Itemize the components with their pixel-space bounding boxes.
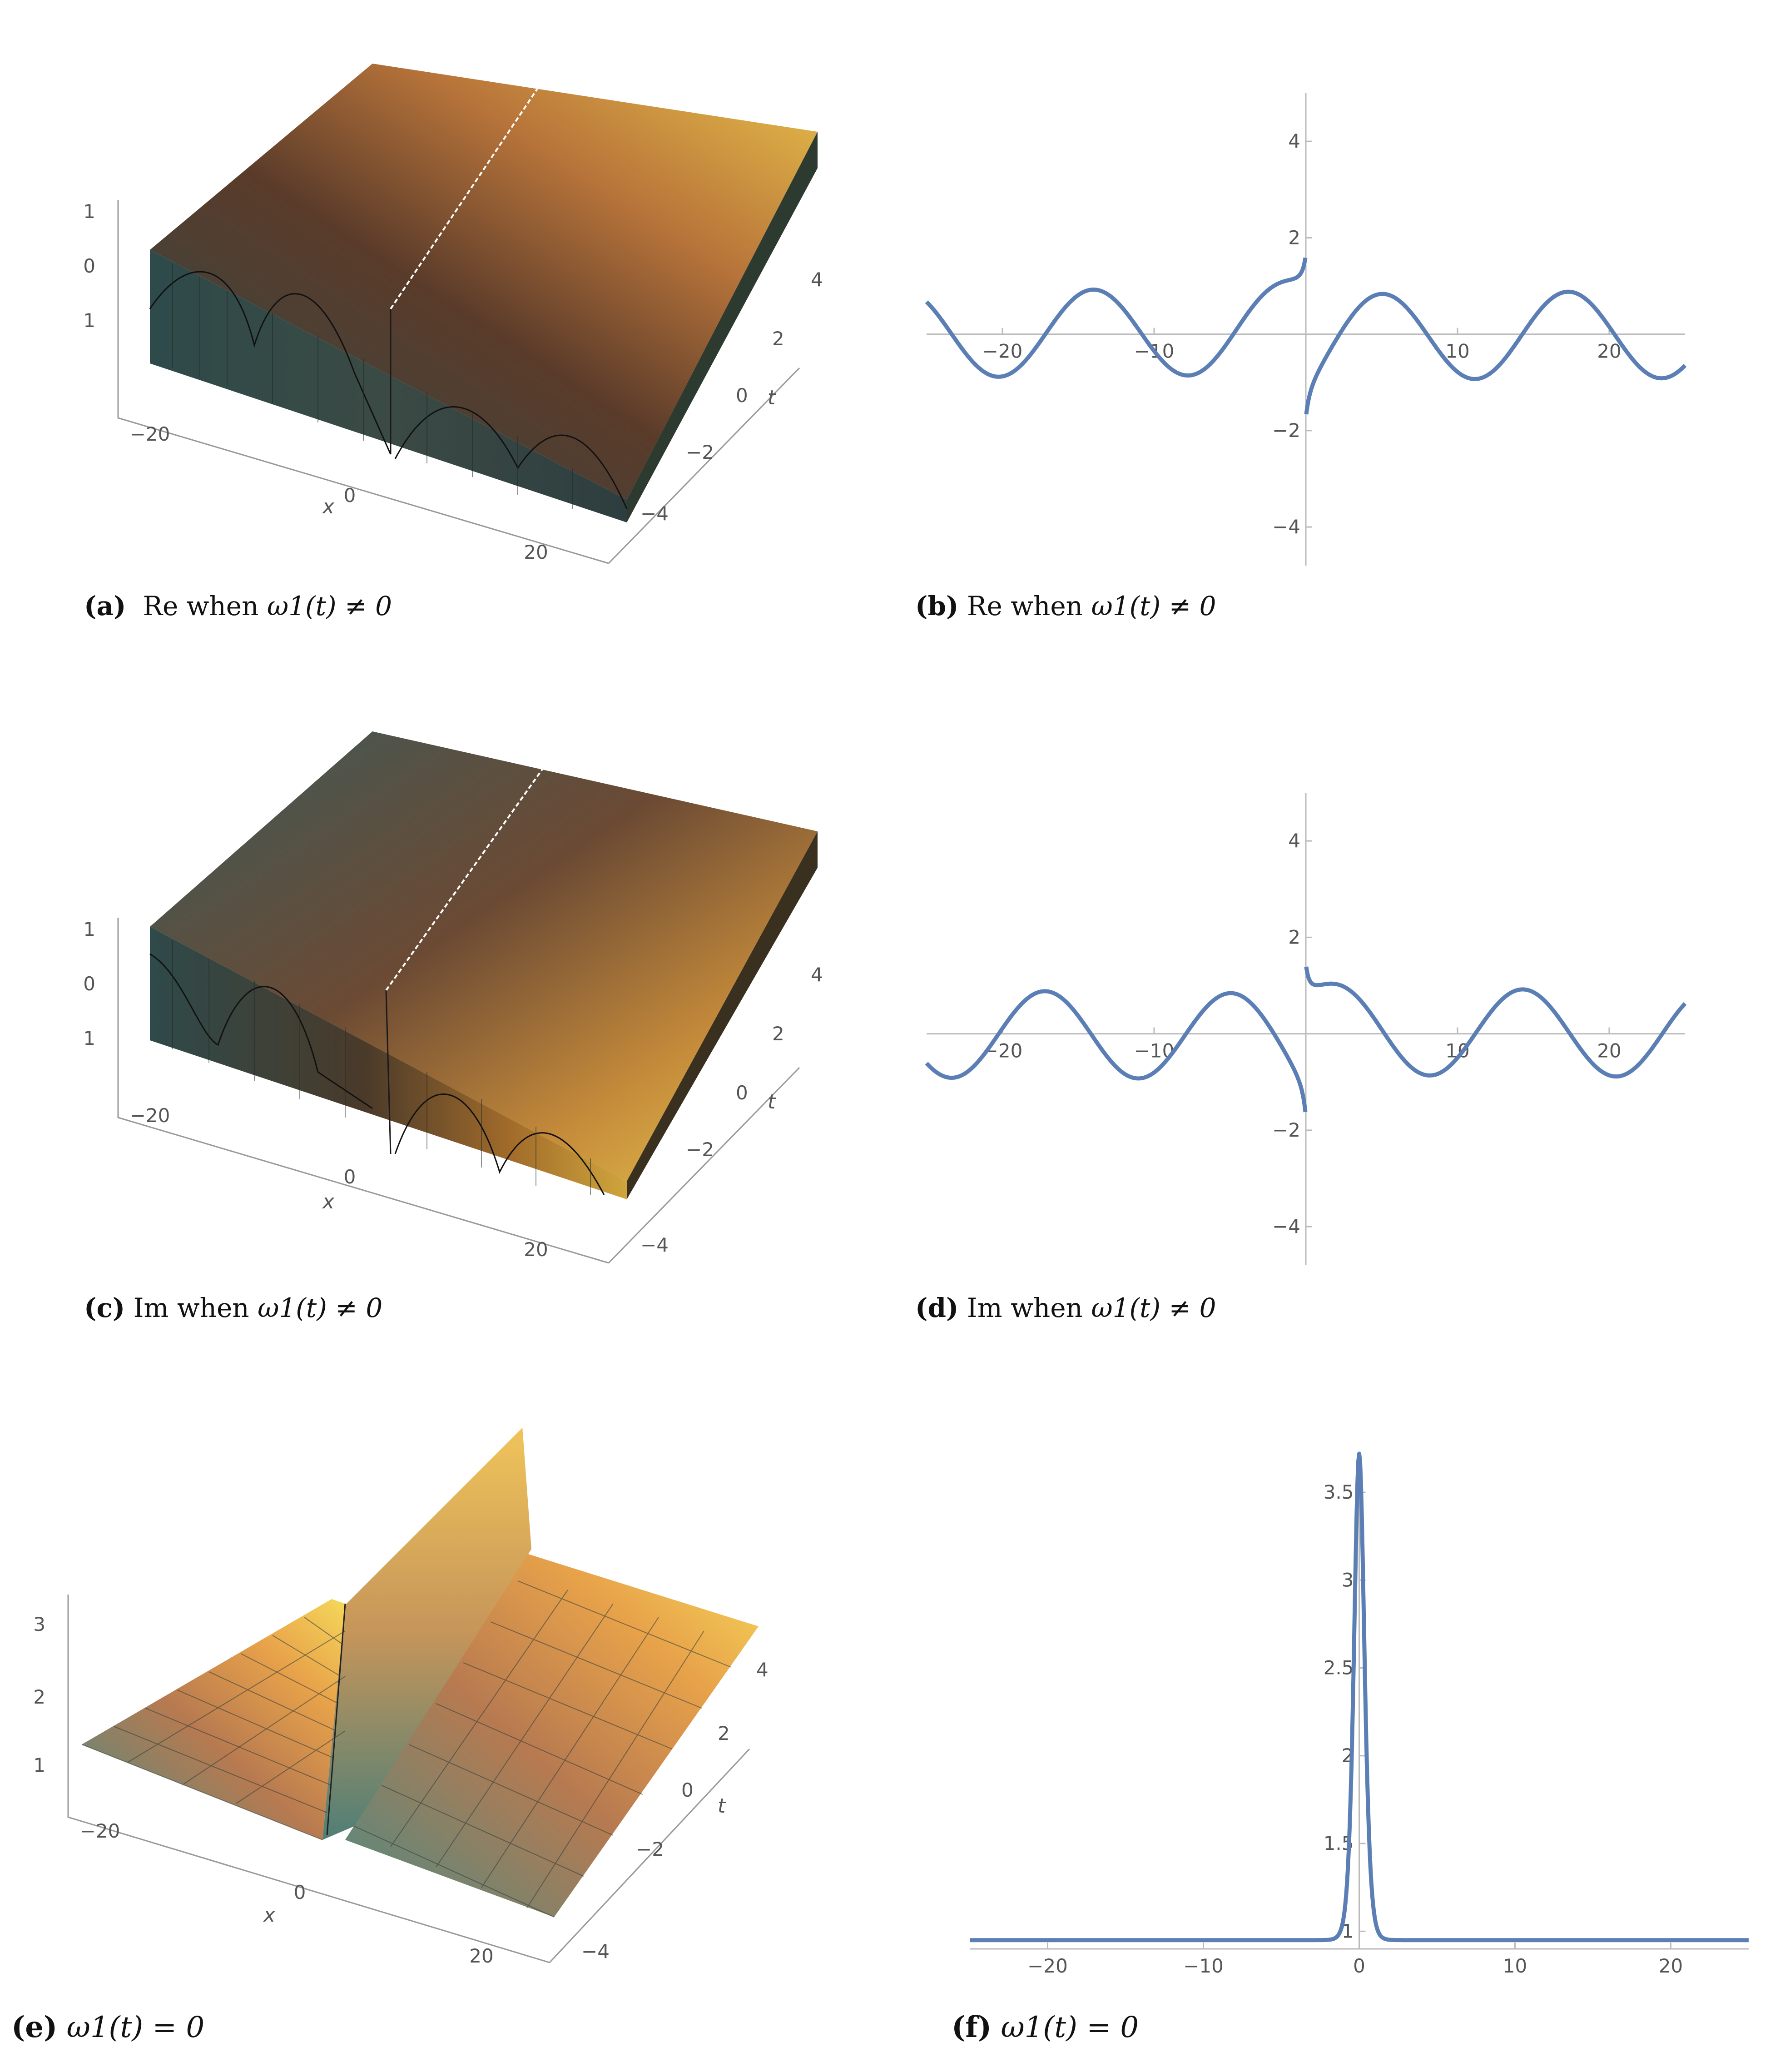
panel-e: 3 2 1 −20 0 20 x 4 2 0 −2 −4 t bbox=[9, 1413, 772, 2003]
z-tick: 1 bbox=[83, 200, 95, 223]
y-tick-label: 3.5 bbox=[1324, 1481, 1354, 1503]
series-line bbox=[1304, 966, 1687, 1079]
x-tick: 0 bbox=[344, 484, 356, 507]
caption-letter: (f) bbox=[952, 2010, 992, 2044]
t-tick: 0 bbox=[736, 384, 748, 407]
x-tick: 0 bbox=[294, 1881, 306, 1903]
t-tick: −4 bbox=[640, 502, 669, 525]
caption-math: ω1(t) ≠ 0 bbox=[1091, 1292, 1216, 1323]
surface-plot-a: 1 0 −1 −20 0 20 x 4 2 0 −2 −4 t bbox=[67, 35, 823, 564]
z-tick: 1 bbox=[83, 918, 95, 940]
y-tick-label: 2.5 bbox=[1324, 1657, 1354, 1679]
t-axis-label: t bbox=[768, 1090, 776, 1113]
x-tick-label: −10 bbox=[1183, 1955, 1224, 1977]
series-line bbox=[1304, 289, 1687, 415]
x-tick: 20 bbox=[524, 1238, 548, 1261]
x-tick-label: 20 bbox=[1597, 340, 1621, 363]
t-tick: 2 bbox=[772, 328, 784, 350]
z-tick: −1 bbox=[82, 309, 95, 332]
t-tick: 4 bbox=[811, 964, 823, 986]
caption-math: ω1(t) ≠ 0 bbox=[258, 1292, 383, 1323]
caption-text: Re when bbox=[967, 591, 1083, 621]
caption-text: Im when bbox=[967, 1292, 1083, 1323]
y-tick-label: 2 bbox=[1288, 226, 1300, 248]
caption-letter: (c) bbox=[84, 1292, 125, 1323]
x-tick-label: 10 bbox=[1503, 1955, 1527, 1977]
panel-d: −20 −10 10 20 −4 −2 2 4 bbox=[913, 786, 1699, 1277]
y-tick-label: 3 bbox=[1342, 1569, 1354, 1591]
caption-e: (e) ω1(t) = 0 bbox=[11, 2010, 204, 2044]
caption-letter: (e) bbox=[11, 2010, 58, 2044]
caption-math: ω1(t) = 0 bbox=[66, 2011, 205, 2044]
caption-b: (b) Re when ω1(t) ≠ 0 bbox=[915, 591, 1216, 621]
y-tick-label: −2 bbox=[1272, 419, 1300, 442]
panel-b: −20 −10 10 20 −4 −2 2 4 bbox=[913, 86, 1699, 577]
t-tick: −2 bbox=[686, 1138, 714, 1161]
line-chart-b: −20 −10 10 20−4−224 bbox=[925, 93, 1687, 566]
caption-math: ω1(t) ≠ 0 bbox=[267, 591, 392, 621]
t-tick: −2 bbox=[686, 441, 714, 463]
surface-plot-c: 1 0 −1 −20 0 20 x 4 2 0 −2 −4 t bbox=[67, 726, 823, 1264]
t-tick: −2 bbox=[636, 1838, 664, 1860]
x-tick: −20 bbox=[80, 1820, 120, 1842]
x-tick: 0 bbox=[344, 1166, 356, 1188]
caption-math: ω1(t) = 0 bbox=[1001, 2011, 1139, 2044]
x-tick-label: −20 bbox=[982, 340, 1023, 363]
x-tick-label: 0 bbox=[1353, 1955, 1365, 1977]
caption-letter: (d) bbox=[915, 1292, 959, 1323]
t-tick: −4 bbox=[581, 1940, 610, 1963]
t-tick: 2 bbox=[772, 1023, 784, 1045]
x-tick: −20 bbox=[130, 423, 170, 445]
t-tick: 0 bbox=[681, 1779, 694, 1801]
caption-a: (a) Re when ω1(t) ≠ 0 bbox=[84, 591, 392, 621]
t-tick: −4 bbox=[640, 1234, 669, 1256]
caption-math: ω1(t) ≠ 0 bbox=[1091, 591, 1216, 621]
t-tick: 4 bbox=[811, 268, 823, 291]
z-tick: 0 bbox=[83, 255, 95, 277]
z-tick: 3 bbox=[33, 1613, 45, 1635]
z-axis-ticks-a: 1 0 −1 bbox=[67, 200, 95, 332]
x-tick: 20 bbox=[469, 1945, 493, 1967]
y-tick-label: −4 bbox=[1272, 1215, 1300, 1237]
x-tick: 20 bbox=[524, 541, 548, 563]
t-tick: 4 bbox=[756, 1659, 769, 1681]
x-tick-label: 20 bbox=[1659, 1955, 1683, 1977]
caption-text: Im when bbox=[133, 1292, 249, 1323]
x-tick-label: 20 bbox=[1597, 1040, 1621, 1062]
line-chart-d: −20 −10 10 20−4−224 bbox=[925, 793, 1687, 1265]
t-axis-label: t bbox=[768, 386, 776, 409]
y-tick-label: 2 bbox=[1288, 926, 1300, 948]
z-tick: −1 bbox=[82, 1027, 95, 1049]
y-tick-label: 4 bbox=[1288, 130, 1300, 152]
caption-c: (c) Im when ω1(t) ≠ 0 bbox=[84, 1292, 382, 1323]
t-axis-label: t bbox=[718, 1794, 726, 1818]
y-tick-label: −2 bbox=[1272, 1119, 1300, 1141]
x-axis-label: x bbox=[322, 1190, 335, 1213]
z-tick: 0 bbox=[83, 973, 95, 995]
caption-letter: (a) bbox=[84, 591, 126, 621]
x-tick-label: −20 bbox=[1027, 1955, 1068, 1977]
panel-c: 1 0 −1 −20 0 20 x 4 2 0 −2 −4 t bbox=[67, 718, 845, 1286]
surface-plot-e: 3 2 1 −20 0 20 x 4 2 0 −2 −4 t bbox=[33, 1426, 769, 1967]
z-tick: 1 bbox=[33, 1754, 45, 1776]
series-line bbox=[925, 257, 1308, 379]
x-axis-label: x bbox=[263, 1903, 276, 1927]
t-tick: 2 bbox=[718, 1722, 730, 1744]
caption-f: (f) ω1(t) = 0 bbox=[952, 2010, 1139, 2044]
z-tick: 2 bbox=[33, 1686, 45, 1708]
x-tick-label: 10 bbox=[1445, 340, 1469, 363]
x-axis-label: x bbox=[322, 495, 335, 518]
panel-f: −20 −10 0 10 20 1 1.5 2 2.5 3 3.5 bbox=[936, 1445, 1762, 1990]
series-line bbox=[925, 989, 1308, 1113]
t-tick: 0 bbox=[736, 1082, 748, 1104]
caption-letter: (b) bbox=[915, 591, 959, 621]
caption-d: (d) Im when ω1(t) ≠ 0 bbox=[915, 1292, 1216, 1323]
y-tick-label: 4 bbox=[1288, 830, 1300, 852]
x-tick: −20 bbox=[130, 1104, 170, 1127]
series-line bbox=[968, 1451, 1750, 1943]
y-tick-label: −4 bbox=[1272, 516, 1300, 538]
panel-a: 1 0 −1 −20 0 20 x 4 2 0 −2 −4 t bbox=[67, 18, 845, 586]
caption-text: Re when bbox=[143, 591, 259, 621]
